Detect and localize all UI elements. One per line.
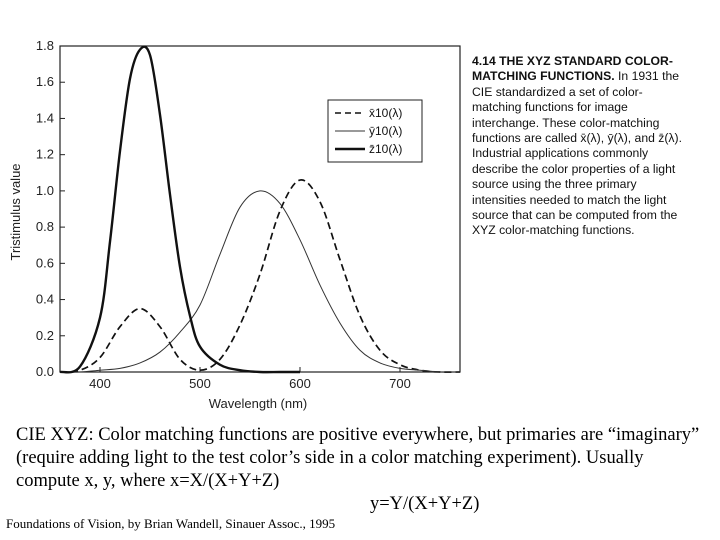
y-axis-label: Tristimulus value — [8, 163, 23, 260]
y-tick-label: 0.6 — [36, 255, 54, 270]
y-tick-label: 0.0 — [36, 364, 54, 379]
y-tick-label: 0.2 — [36, 328, 54, 343]
plot-frame — [59, 45, 461, 373]
x-tick-label: 400 — [89, 376, 111, 391]
x-tick-label: 500 — [189, 376, 211, 391]
x-axis-ticks: 400 500 600 700 — [89, 367, 411, 391]
legend-label-z: z̄10(λ) — [369, 142, 402, 156]
series-layer — [59, 45, 461, 374]
color-matching-chart: 0.0 0.2 0.4 0.6 0.8 1.0 1.2 1.4 1.6 1.8 400 500 600… — [8, 38, 461, 411]
y-tick-label: 1.4 — [36, 110, 54, 125]
figure-caption-body: In 1931 the CIE standardized a set of co… — [472, 69, 682, 238]
figure-caption-title: 4.14 THE XYZ STANDARD COLOR-MATCHING FUN… — [472, 54, 673, 84]
x-axis-label: Wavelength (nm) — [209, 396, 308, 411]
formula-y: y=Y/(X+Y+Z) — [370, 494, 480, 514]
x-tick-label: 700 — [389, 376, 411, 391]
y-tick-label: 1.0 — [36, 183, 54, 198]
y-tick-label: 0.4 — [36, 292, 54, 307]
y-tick-label: 0.8 — [36, 219, 54, 234]
series-line-y10 — [59, 190, 461, 373]
series-line-x10 — [59, 179, 461, 373]
y-axis-ticks: 0.0 0.2 0.4 0.6 0.8 1.0 1.2 1.4 1.6 1.8 — [36, 38, 65, 379]
legend: x̄10(λ) ȳ10(λ) z̄10(λ) — [327, 99, 423, 163]
slide-text-line: CIE XYZ: Color matching functions are po… — [16, 425, 700, 491]
slide-body-text: CIE XYZ: Color matching functions are po… — [16, 424, 706, 516]
y-tick-label: 1.2 — [36, 147, 54, 162]
formula-x: x=X/(X+Y+Z) — [169, 471, 280, 491]
figure-caption: 4.14 THE XYZ STANDARD COLOR-MATCHING FUN… — [472, 54, 692, 239]
source-credit: Foundations of Vision, by Brian Wandell,… — [6, 516, 336, 531]
y-tick-label: 1.8 — [36, 38, 54, 53]
legend-label-x: x̄10(λ) — [369, 106, 402, 120]
series-line-z10 — [59, 45, 300, 374]
x-tick-label: 600 — [289, 376, 311, 391]
legend-label-y: ȳ10(λ) — [369, 124, 402, 138]
y-tick-label: 1.6 — [36, 74, 54, 89]
